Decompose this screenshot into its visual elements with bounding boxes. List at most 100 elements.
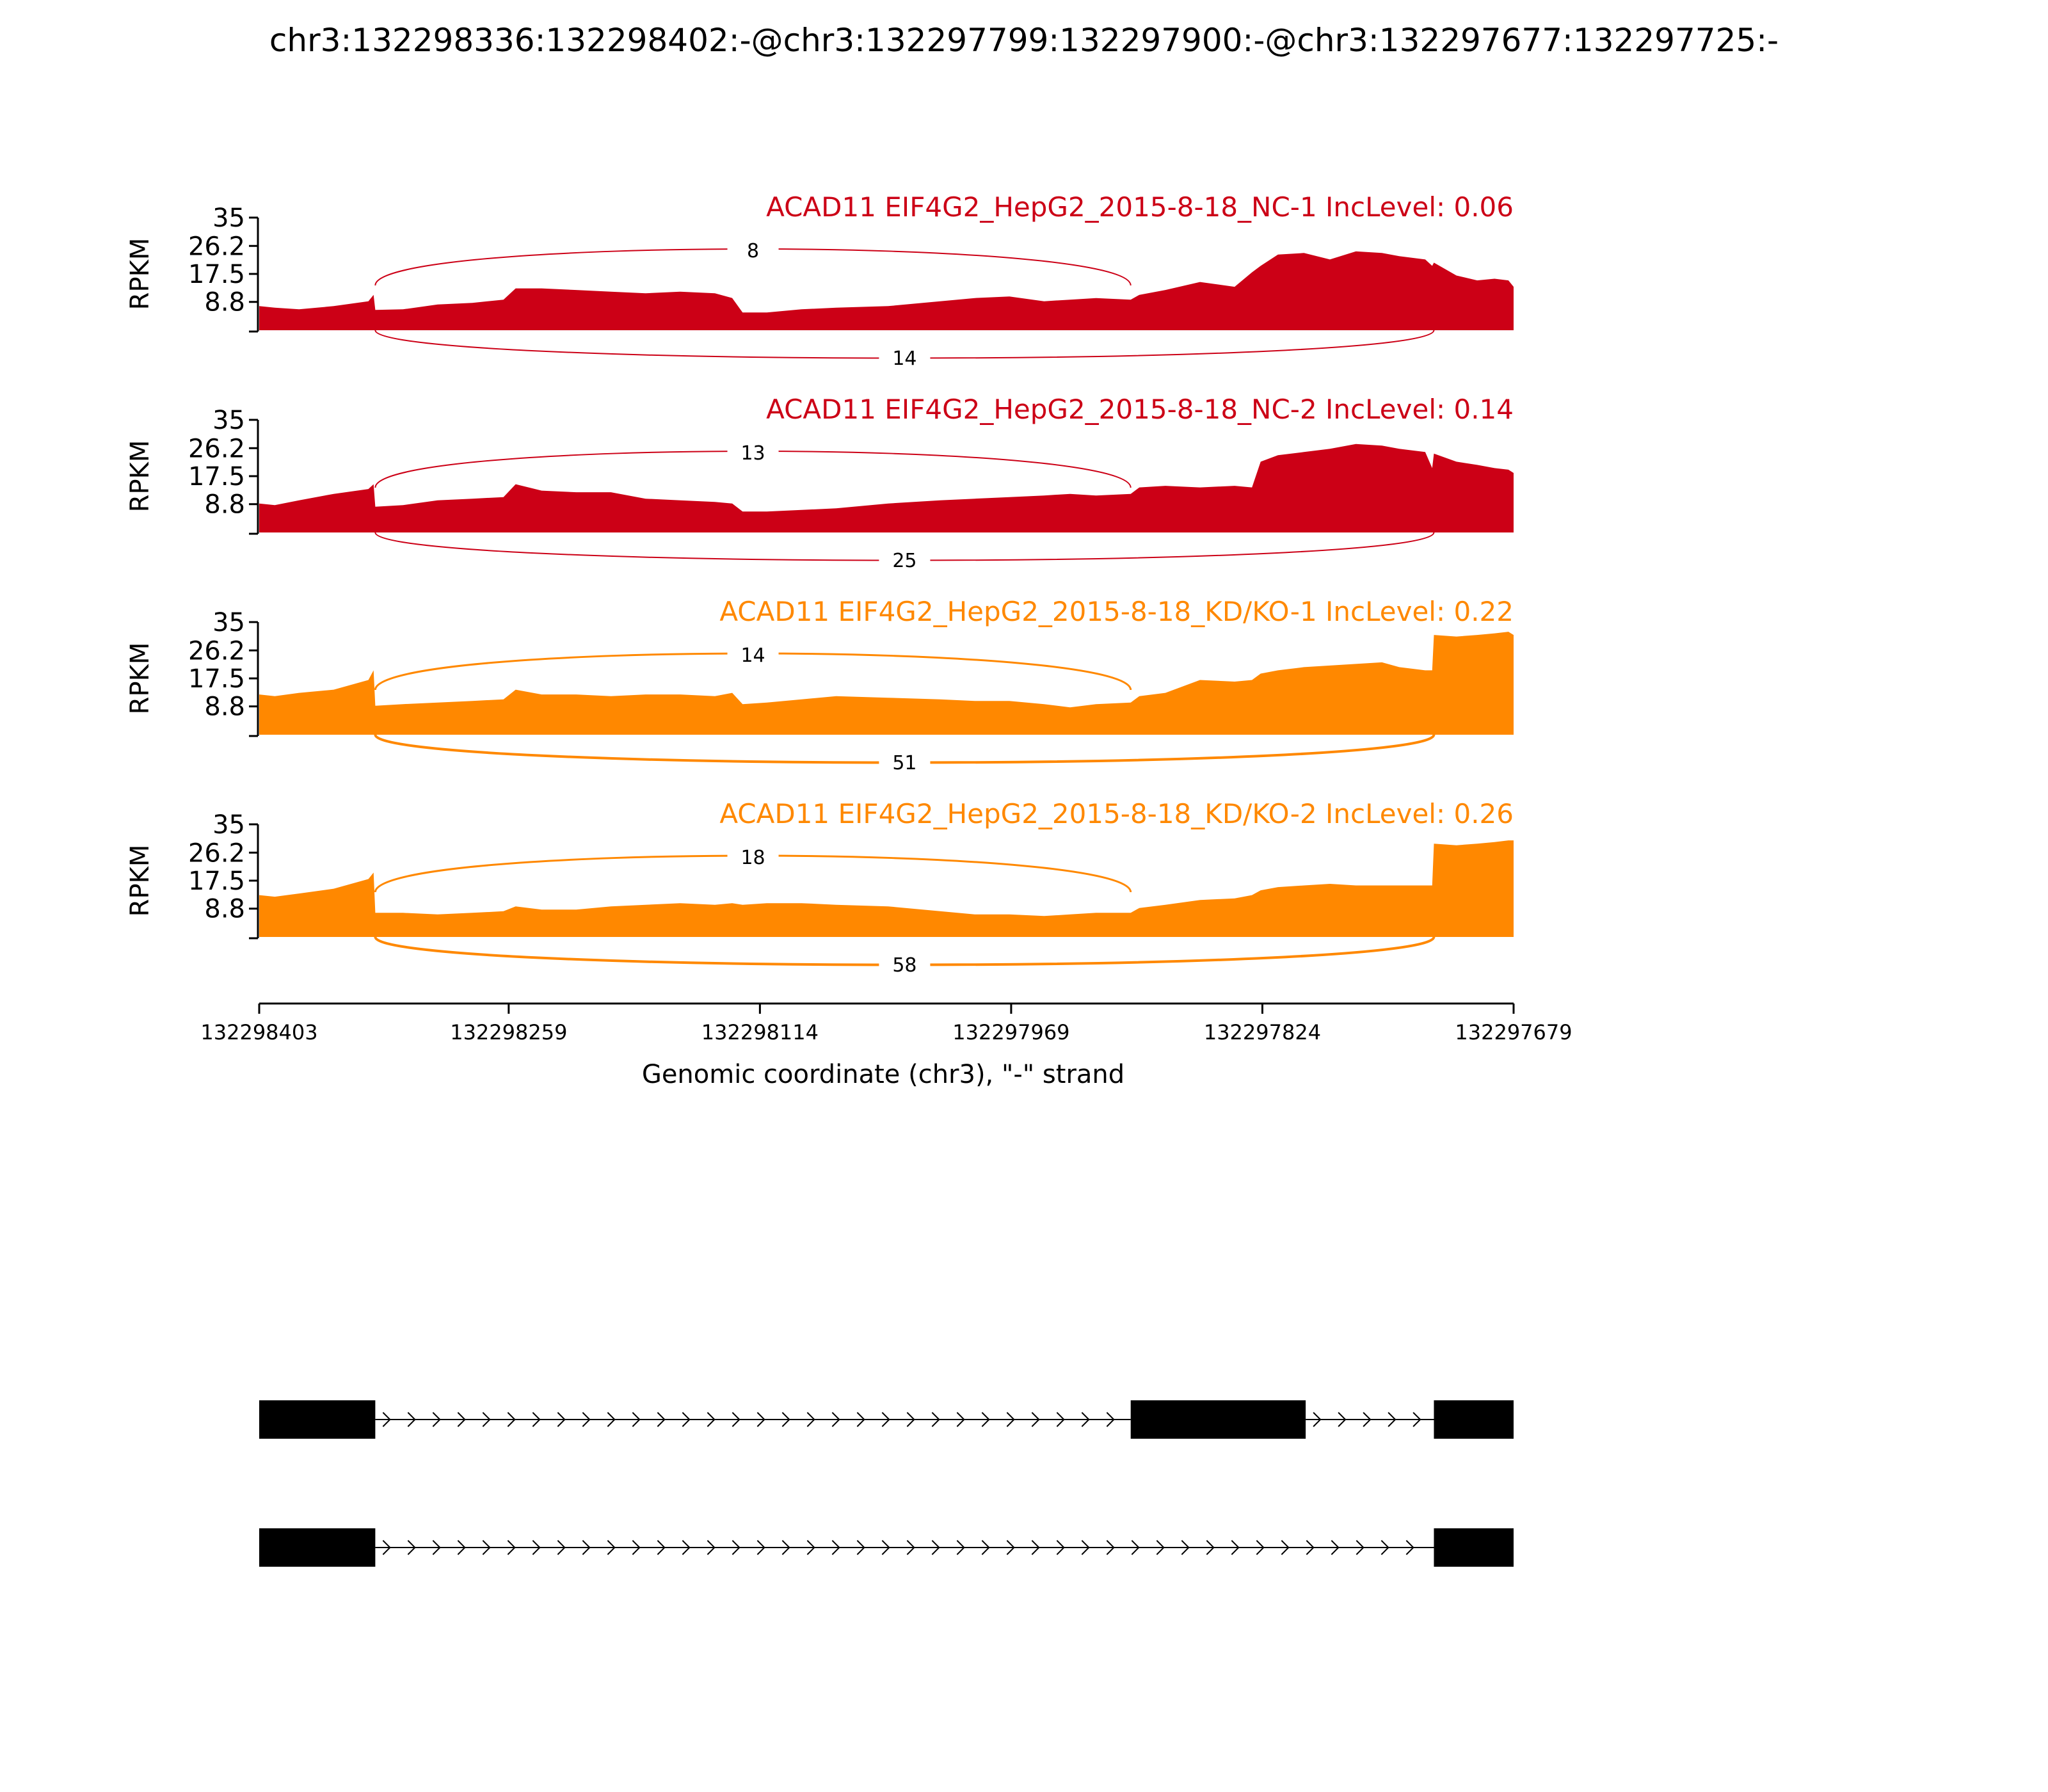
strand-arrow bbox=[1256, 1540, 1265, 1555]
strand-arrow bbox=[1031, 1540, 1040, 1555]
exon-block bbox=[259, 1528, 376, 1567]
strand-arrow bbox=[1106, 1540, 1115, 1555]
strand-arrow bbox=[1106, 1412, 1115, 1427]
junction-count-bg bbox=[879, 954, 931, 974]
x-axis-label: Genomic coordinate (chr3), "-" strand bbox=[642, 1060, 1124, 1089]
y-tick-label: 35 bbox=[212, 608, 245, 637]
junction-count: 14 bbox=[892, 348, 916, 370]
strand-arrow bbox=[831, 1412, 840, 1427]
strand-arrow bbox=[382, 1540, 391, 1555]
strand-arrow bbox=[931, 1412, 940, 1427]
strand-arrow bbox=[507, 1412, 516, 1427]
y-tick-label: 8.8 bbox=[204, 288, 245, 317]
y-axis-label: RPKM bbox=[125, 643, 155, 715]
strand-arrow bbox=[806, 1412, 815, 1427]
x-tick-label: 132298403 bbox=[200, 1020, 317, 1044]
strand-arrow bbox=[607, 1412, 616, 1427]
transcript-2 bbox=[259, 1528, 1514, 1567]
strand-arrow bbox=[1156, 1540, 1165, 1555]
x-tick-label: 132297679 bbox=[1455, 1020, 1572, 1044]
x-tick-label: 132298259 bbox=[450, 1020, 567, 1044]
strand-arrow bbox=[806, 1540, 815, 1555]
x-tick-label: 132297824 bbox=[1204, 1020, 1321, 1044]
coverage-area bbox=[259, 444, 1514, 532]
strand-arrow bbox=[906, 1540, 915, 1555]
strand-arrow bbox=[632, 1412, 641, 1427]
strand-arrow bbox=[657, 1540, 666, 1555]
strand-arrow bbox=[1181, 1540, 1190, 1555]
strand-arrow bbox=[931, 1540, 940, 1555]
strand-arrow bbox=[1313, 1412, 1322, 1427]
strand-arrow bbox=[407, 1412, 416, 1427]
strand-arrow bbox=[707, 1412, 716, 1427]
strand-arrow bbox=[1363, 1412, 1372, 1427]
strand-arrow bbox=[1412, 1412, 1421, 1427]
y-tick-label: 26.2 bbox=[188, 636, 245, 666]
strand-arrow bbox=[781, 1540, 790, 1555]
junction-count: 58 bbox=[892, 954, 916, 977]
strand-arrow bbox=[632, 1540, 641, 1555]
strand-arrow bbox=[1306, 1540, 1315, 1555]
track-label: ACAD11 EIF4G2_HepG2_2015-8-18_KD/KO-1 In… bbox=[719, 596, 1514, 627]
track-label: ACAD11 EIF4G2_HepG2_2015-8-18_KD/KO-2 In… bbox=[719, 798, 1514, 829]
junction-count: 8 bbox=[747, 240, 759, 262]
y-tick-label: 26.2 bbox=[188, 838, 245, 868]
strand-arrow bbox=[532, 1540, 541, 1555]
strand-arrow bbox=[1388, 1412, 1396, 1427]
strand-arrow bbox=[981, 1540, 990, 1555]
strand-arrow bbox=[881, 1412, 890, 1427]
junction-count: 51 bbox=[892, 752, 916, 774]
strand-arrow bbox=[1081, 1412, 1090, 1427]
exon-block bbox=[259, 1400, 376, 1439]
strand-arrow bbox=[1231, 1540, 1240, 1555]
strand-arrow bbox=[507, 1540, 516, 1555]
strand-arrow bbox=[457, 1412, 466, 1427]
y-axis-label: RPKM bbox=[125, 845, 155, 917]
strand-arrow bbox=[457, 1540, 466, 1555]
strand-arrow bbox=[707, 1540, 716, 1555]
strand-arrow bbox=[1006, 1412, 1015, 1427]
strand-arrow bbox=[532, 1412, 541, 1427]
junction-count: 13 bbox=[740, 442, 765, 465]
junction-count-bg bbox=[879, 751, 931, 772]
y-tick-label: 17.5 bbox=[188, 664, 245, 694]
junction-count-bg bbox=[879, 347, 931, 367]
strand-arrow bbox=[781, 1412, 790, 1427]
junction-count-bg bbox=[727, 644, 779, 664]
strand-arrow bbox=[981, 1412, 990, 1427]
y-tick-label: 26.2 bbox=[188, 232, 245, 261]
strand-arrow bbox=[1031, 1412, 1040, 1427]
strand-arrow bbox=[1056, 1540, 1065, 1555]
strand-arrow bbox=[1356, 1540, 1364, 1555]
transcript-1 bbox=[259, 1400, 1514, 1439]
strand-arrow bbox=[682, 1412, 691, 1427]
strand-arrow bbox=[382, 1412, 391, 1427]
y-tick-label: 8.8 bbox=[204, 490, 245, 520]
strand-arrow bbox=[881, 1540, 890, 1555]
strand-arrow bbox=[906, 1412, 915, 1427]
strand-arrow bbox=[557, 1540, 566, 1555]
strand-arrow bbox=[582, 1540, 591, 1555]
y-tick-label: 8.8 bbox=[204, 895, 245, 924]
strand-arrow bbox=[1405, 1540, 1414, 1555]
exon-block bbox=[1130, 1400, 1306, 1439]
strand-arrow bbox=[1380, 1540, 1389, 1555]
strand-arrow bbox=[1331, 1540, 1340, 1555]
track-label: ACAD11 EIF4G2_HepG2_2015-8-18_NC-1 IncLe… bbox=[766, 191, 1514, 223]
strand-arrow bbox=[1281, 1540, 1290, 1555]
strand-arrow bbox=[557, 1412, 566, 1427]
y-axis-label: RPKM bbox=[125, 238, 155, 310]
y-tick-label: 35 bbox=[212, 204, 245, 233]
gene-model bbox=[259, 1400, 1514, 1567]
x-tick-label: 132298114 bbox=[701, 1020, 819, 1044]
y-tick-label: 35 bbox=[212, 406, 245, 435]
strand-arrow bbox=[482, 1412, 491, 1427]
junction-count-bg bbox=[727, 442, 779, 462]
coverage-area bbox=[259, 632, 1514, 735]
